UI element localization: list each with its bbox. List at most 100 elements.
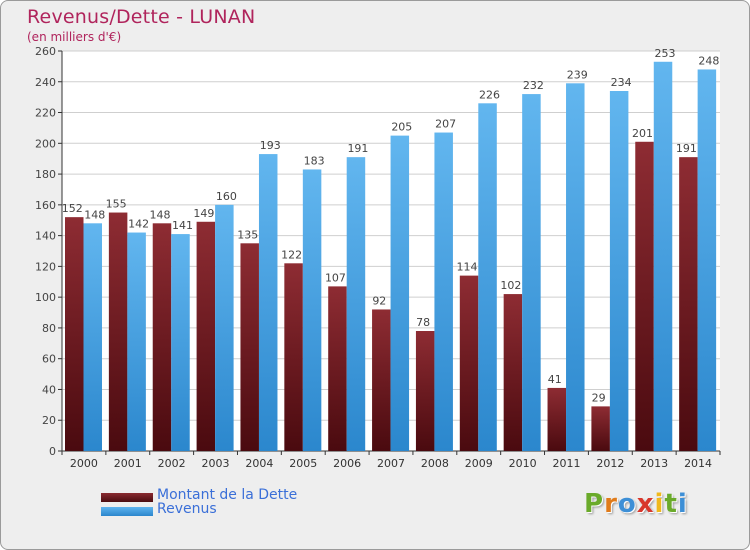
y-tick-label: 60 xyxy=(42,353,56,366)
bar-revenus xyxy=(478,103,497,452)
data-label-revenus: 141 xyxy=(172,219,193,232)
y-tick-label: 0 xyxy=(49,445,56,458)
data-label-dette: 122 xyxy=(281,248,302,261)
data-label-dette: 107 xyxy=(325,271,346,284)
logo-letter: o xyxy=(617,489,637,519)
bar-revenus xyxy=(346,157,366,451)
y-tick-label: 120 xyxy=(35,260,56,273)
logo-letter: x xyxy=(636,489,655,519)
bar-revenus xyxy=(697,69,717,451)
legend-swatch-revenus xyxy=(101,507,153,516)
y-tick-label: 80 xyxy=(42,322,56,335)
x-tick-label: 2013 xyxy=(640,457,668,470)
bar-revenus xyxy=(258,154,278,452)
x-tick-label: 2011 xyxy=(552,457,580,470)
data-label-dette: 155 xyxy=(106,198,127,211)
logo-letter: r xyxy=(604,489,618,519)
bar-dette xyxy=(547,387,567,451)
legend-swatch-dette xyxy=(101,493,153,502)
data-label-revenus: 226 xyxy=(479,88,500,101)
bar-dette xyxy=(591,406,610,451)
bar-dette xyxy=(328,286,347,451)
bar-revenus xyxy=(566,83,585,452)
bar-revenus xyxy=(171,234,190,451)
data-label-dette: 148 xyxy=(149,208,170,221)
bar-revenus xyxy=(522,94,541,452)
logo-letter: t xyxy=(664,489,678,519)
bar-revenus xyxy=(653,61,673,452)
x-tick-label: 2006 xyxy=(333,457,361,470)
y-tick-label: 160 xyxy=(35,199,56,212)
logo-letter: i xyxy=(677,489,688,519)
x-tick-label: 2008 xyxy=(421,457,449,470)
data-label-revenus: 183 xyxy=(304,154,325,167)
bar-revenus xyxy=(609,91,629,451)
data-label-revenus: 142 xyxy=(128,218,149,231)
data-label-revenus: 191 xyxy=(347,142,368,155)
logo-letter: P xyxy=(584,489,605,519)
bar-dette xyxy=(196,221,216,451)
data-label-revenus: 193 xyxy=(260,139,281,152)
x-tick-label: 2007 xyxy=(377,457,405,470)
legend-label-revenus: Revenus xyxy=(157,501,217,517)
y-tick-label: 180 xyxy=(35,168,56,181)
data-label-dette: 114 xyxy=(457,261,478,274)
bar-dette xyxy=(635,141,654,451)
legend-label-dette: Montant de la Dette xyxy=(157,487,298,503)
bar-dette xyxy=(240,243,259,451)
y-tick-label: 100 xyxy=(35,291,56,304)
data-label-revenus: 253 xyxy=(655,47,676,60)
data-label-dette: 41 xyxy=(548,373,562,386)
y-tick-label: 220 xyxy=(35,107,56,120)
bar-dette xyxy=(65,217,84,451)
bar-revenus xyxy=(215,204,234,451)
x-tick-label: 2003 xyxy=(202,457,230,470)
data-label-revenus: 207 xyxy=(435,118,456,131)
data-label-dette: 201 xyxy=(632,127,653,140)
data-label-dette: 92 xyxy=(372,294,386,307)
x-tick-label: 2012 xyxy=(596,457,624,470)
chart-title: Revenus/Dette - LUNAN xyxy=(27,6,256,28)
x-tick-label: 2004 xyxy=(245,457,273,470)
data-label-dette: 191 xyxy=(676,142,697,155)
proxiti-logo: Proxiti xyxy=(584,489,688,519)
y-tick-label: 20 xyxy=(42,414,56,427)
data-label-revenus: 205 xyxy=(391,121,412,134)
data-label-dette: 135 xyxy=(237,228,258,241)
y-tick-label: 200 xyxy=(35,137,56,150)
x-tick-label: 2010 xyxy=(509,457,537,470)
data-label-revenus: 148 xyxy=(84,208,105,221)
data-label-revenus: 234 xyxy=(611,76,632,89)
data-label-revenus: 248 xyxy=(698,54,719,67)
bar-dette xyxy=(152,223,172,451)
data-label-dette: 149 xyxy=(193,207,214,220)
data-label-revenus: 232 xyxy=(523,79,544,92)
x-tick-label: 2009 xyxy=(465,457,493,470)
data-label-dette: 152 xyxy=(62,202,83,215)
data-label-dette: 102 xyxy=(500,279,521,292)
data-label-revenus: 239 xyxy=(567,68,588,81)
bar-dette xyxy=(503,294,523,451)
bar-dette xyxy=(108,212,128,451)
bar-dette xyxy=(372,309,391,451)
y-tick-label: 240 xyxy=(35,76,56,89)
x-tick-label: 2000 xyxy=(70,457,98,470)
logo-letter: i xyxy=(654,489,665,519)
data-label-dette: 78 xyxy=(416,316,430,329)
x-tick-label: 2001 xyxy=(114,457,142,470)
bar-revenus xyxy=(127,232,146,451)
bar-revenus xyxy=(434,132,453,452)
bar-revenus xyxy=(83,223,102,451)
bar-dette xyxy=(459,275,479,451)
x-tick-label: 2005 xyxy=(289,457,317,470)
bar-revenus xyxy=(302,169,322,451)
bar-dette xyxy=(284,263,303,451)
bar-dette xyxy=(415,331,435,451)
x-tick-label: 2014 xyxy=(684,457,712,470)
y-tick-label: 260 xyxy=(35,45,56,58)
bar-revenus xyxy=(390,135,410,451)
chart-subtitle: (en milliers d'€) xyxy=(27,30,122,44)
bar-dette xyxy=(679,157,698,451)
